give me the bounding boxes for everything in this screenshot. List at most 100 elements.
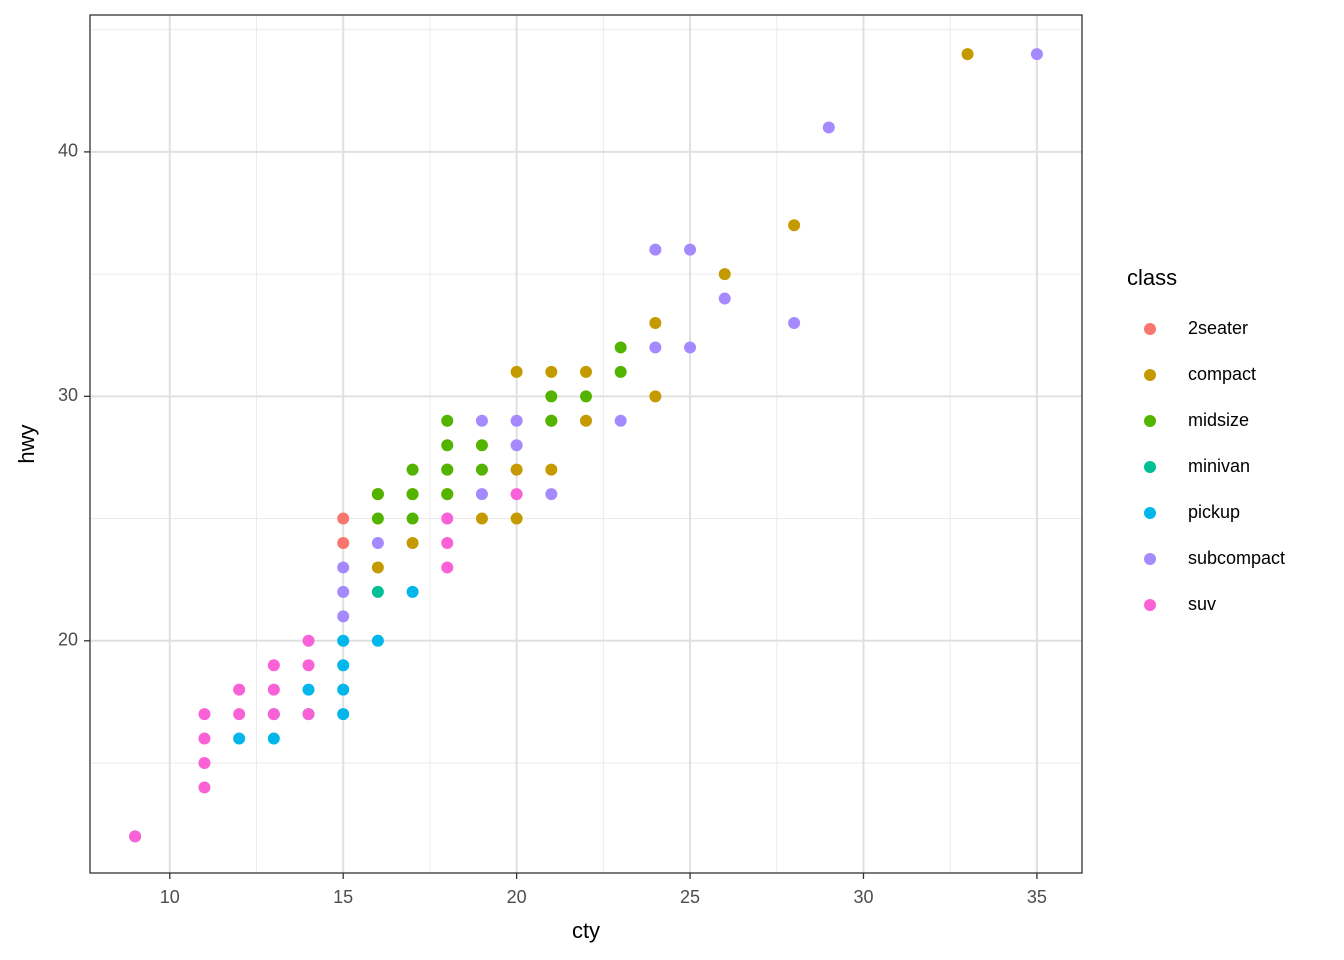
point — [475, 439, 488, 452]
point — [614, 365, 627, 378]
point — [302, 659, 315, 672]
panel-border — [89, 14, 1083, 874]
point — [822, 121, 835, 134]
point — [545, 365, 558, 378]
point — [267, 659, 280, 672]
point — [649, 243, 662, 256]
point — [267, 732, 280, 745]
point — [233, 683, 246, 696]
point — [510, 463, 523, 476]
points — [129, 48, 1043, 843]
point — [267, 683, 280, 696]
point — [406, 488, 419, 501]
x-tick-label: 10 — [160, 887, 180, 907]
point — [267, 708, 280, 721]
point — [406, 585, 419, 598]
point — [510, 512, 523, 525]
legend-label: subcompact — [1188, 548, 1285, 568]
point — [337, 537, 350, 549]
point — [545, 463, 558, 476]
point — [545, 414, 558, 427]
point — [337, 610, 350, 623]
legend-key — [1144, 461, 1156, 473]
legend-label: compact — [1188, 364, 1256, 384]
point — [580, 414, 592, 427]
legend-label: 2seater — [1188, 318, 1248, 338]
legend-key — [1144, 323, 1156, 335]
point — [649, 341, 662, 354]
point — [337, 561, 350, 574]
point — [475, 463, 488, 476]
point — [441, 439, 454, 452]
point — [337, 683, 350, 696]
legend-label: pickup — [1188, 502, 1240, 522]
point — [337, 512, 350, 525]
point — [198, 732, 211, 745]
point — [337, 634, 350, 647]
x-tick-label: 20 — [507, 887, 527, 907]
point — [580, 390, 592, 403]
point — [684, 341, 697, 354]
point — [718, 292, 731, 305]
point — [1030, 48, 1043, 61]
point — [337, 659, 350, 672]
point — [302, 634, 315, 647]
legend-label: midsize — [1188, 410, 1249, 430]
y-axis-title: hwy — [14, 424, 39, 463]
point — [371, 512, 384, 525]
point — [441, 537, 454, 549]
point — [233, 708, 246, 721]
legend-key — [1144, 553, 1156, 565]
point — [510, 488, 523, 501]
x-tick-label: 30 — [853, 887, 873, 907]
point — [337, 708, 350, 721]
legend-key — [1144, 369, 1156, 381]
point — [406, 463, 419, 476]
x-axis-title: cty — [572, 918, 600, 943]
point — [475, 414, 488, 427]
point — [198, 757, 211, 769]
point — [371, 537, 384, 549]
legend-key — [1144, 415, 1156, 427]
legend-label: suv — [1188, 594, 1216, 614]
point — [441, 512, 454, 525]
x-tick-label: 35 — [1027, 887, 1047, 907]
point — [302, 708, 315, 721]
point — [441, 414, 454, 427]
point — [198, 708, 211, 721]
point — [961, 48, 974, 61]
point — [441, 561, 454, 574]
point — [302, 683, 315, 696]
point — [441, 463, 454, 476]
legend-label: minivan — [1188, 456, 1250, 476]
point — [718, 268, 731, 281]
point — [371, 488, 384, 501]
point — [510, 414, 523, 427]
point — [129, 830, 142, 843]
point — [545, 390, 558, 403]
y-tick-label: 30 — [58, 385, 78, 405]
point — [614, 341, 627, 354]
point — [649, 390, 662, 403]
point — [371, 561, 384, 574]
point — [475, 512, 488, 525]
point — [788, 317, 801, 329]
point — [371, 585, 384, 598]
point — [233, 732, 246, 745]
point — [371, 634, 384, 647]
point — [406, 537, 419, 549]
legend-title: class — [1127, 265, 1177, 290]
y-tick-label: 20 — [58, 630, 78, 650]
point — [441, 488, 454, 501]
point — [510, 439, 523, 452]
point — [545, 488, 558, 501]
x-tick-label: 15 — [333, 887, 353, 907]
point — [580, 365, 592, 378]
point — [337, 585, 350, 598]
y-tick-label: 40 — [58, 141, 78, 161]
point — [510, 365, 523, 378]
point — [649, 317, 662, 329]
point — [475, 488, 488, 501]
